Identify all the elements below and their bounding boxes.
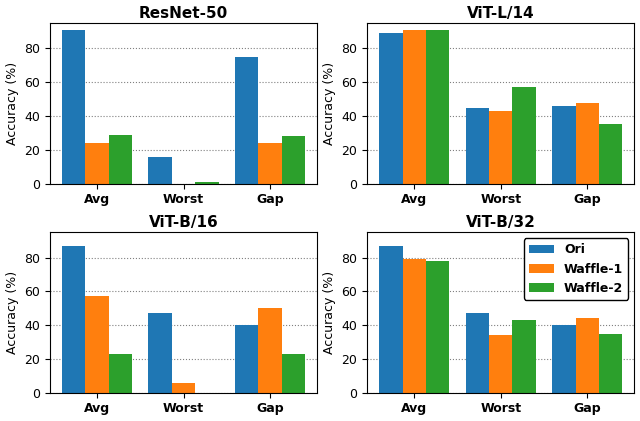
Bar <box>403 259 426 393</box>
Bar <box>489 335 513 393</box>
Bar <box>235 57 259 184</box>
Bar <box>575 103 599 184</box>
Bar <box>259 143 282 184</box>
Bar <box>235 325 259 393</box>
Bar <box>552 325 575 393</box>
Bar <box>172 383 195 393</box>
Bar <box>62 30 85 184</box>
Bar <box>62 246 85 393</box>
Y-axis label: Accuracy (%): Accuracy (%) <box>323 62 336 145</box>
Bar <box>85 143 109 184</box>
Y-axis label: Accuracy (%): Accuracy (%) <box>6 271 19 354</box>
Bar <box>282 354 305 393</box>
Bar <box>109 354 132 393</box>
Title: ViT-B/16: ViT-B/16 <box>148 215 218 230</box>
Bar <box>426 261 449 393</box>
Bar <box>148 313 172 393</box>
Bar <box>380 246 403 393</box>
Bar <box>109 135 132 184</box>
Title: ViT-L/14: ViT-L/14 <box>467 5 534 21</box>
Bar <box>466 313 489 393</box>
Bar <box>403 30 426 184</box>
Y-axis label: Accuracy (%): Accuracy (%) <box>6 62 19 145</box>
Bar <box>195 182 219 184</box>
Bar <box>380 33 403 184</box>
Bar <box>148 157 172 184</box>
Bar <box>466 108 489 184</box>
Bar <box>513 320 536 393</box>
Title: ViT-B/32: ViT-B/32 <box>466 215 536 230</box>
Y-axis label: Accuracy (%): Accuracy (%) <box>323 271 336 354</box>
Bar <box>85 296 109 393</box>
Title: ResNet-50: ResNet-50 <box>139 5 228 21</box>
Bar <box>599 333 622 393</box>
Bar <box>575 318 599 393</box>
Bar <box>513 87 536 184</box>
Bar <box>426 30 449 184</box>
Bar <box>489 111 513 184</box>
Legend: Ori, Waffle-1, Waffle-2: Ori, Waffle-1, Waffle-2 <box>524 238 628 300</box>
Bar <box>552 106 575 184</box>
Bar <box>259 308 282 393</box>
Bar <box>282 136 305 184</box>
Bar <box>599 125 622 184</box>
